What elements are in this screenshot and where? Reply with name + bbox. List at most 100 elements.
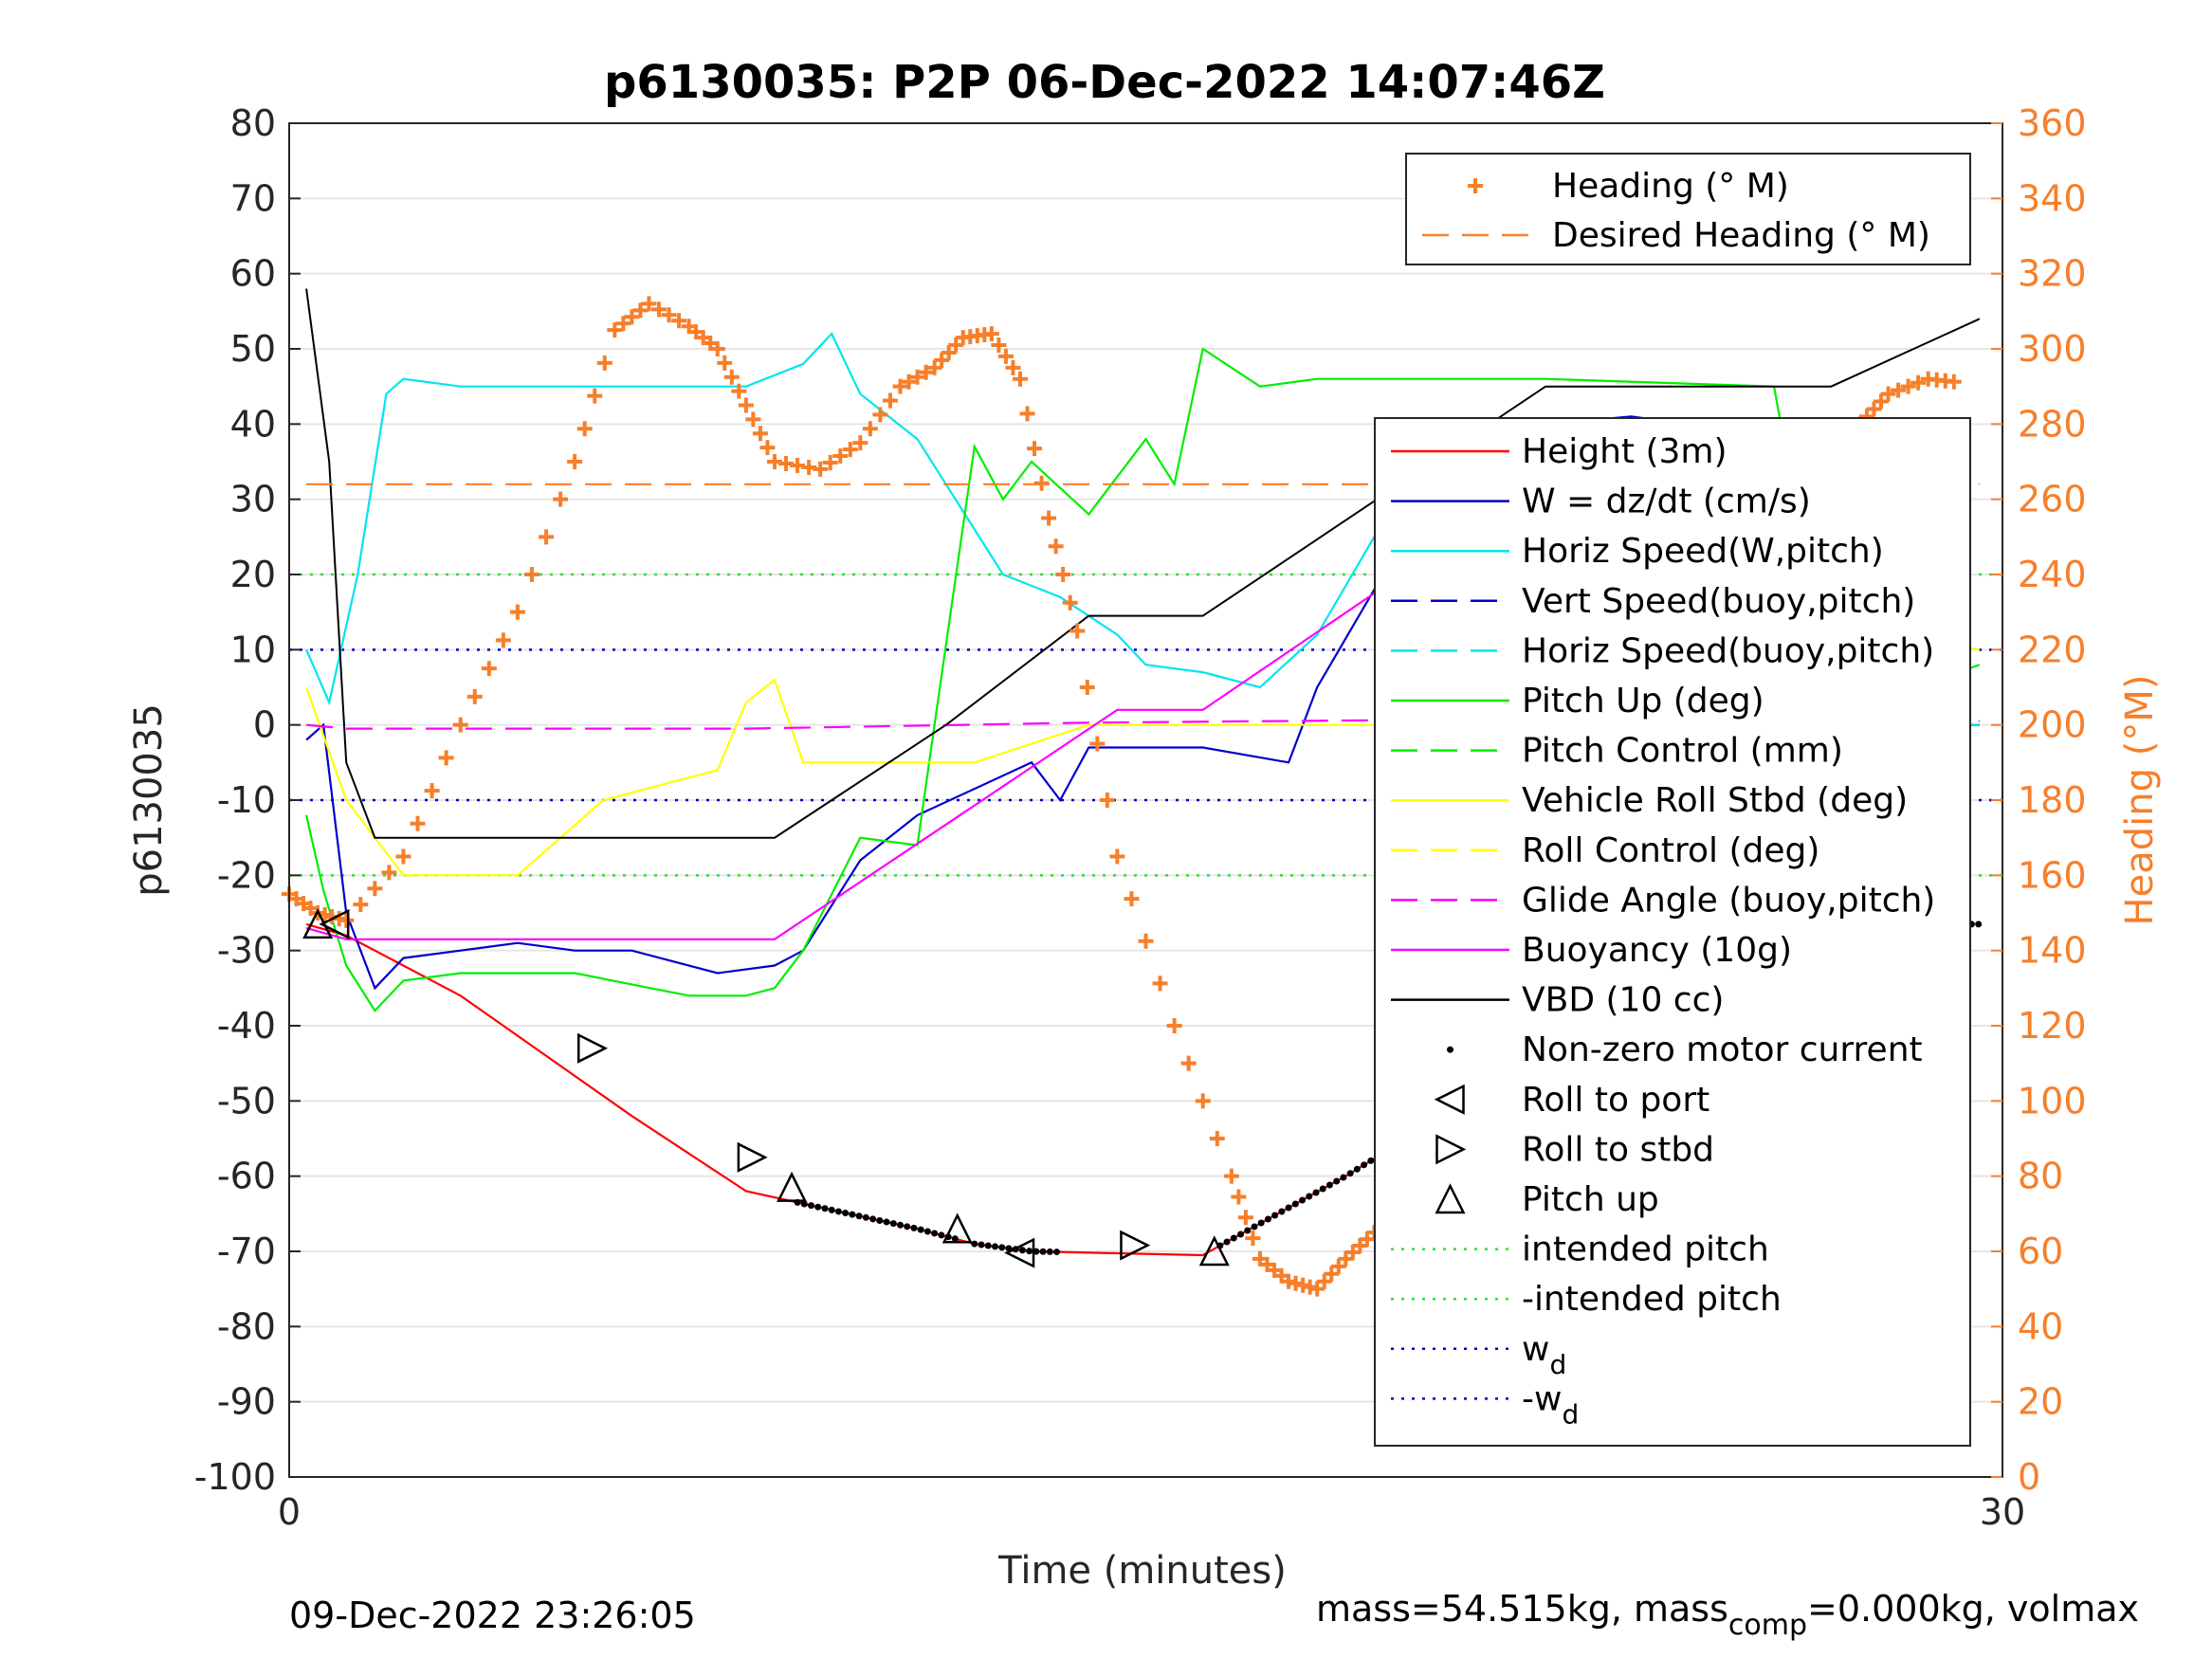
motor-current-dot — [1325, 1181, 1333, 1189]
heading-point — [1223, 1168, 1239, 1184]
motor-current-dot — [1367, 1157, 1375, 1164]
roll-to-stbd-marker — [1120, 1230, 1151, 1261]
heading-point — [553, 491, 569, 507]
y-tick-label: -50 — [217, 1080, 276, 1121]
motor-current-dot — [1312, 1189, 1320, 1196]
heading-point — [576, 421, 593, 437]
heading-point — [1048, 538, 1064, 555]
motor-current-dot — [828, 1206, 835, 1213]
heading-point — [1330, 1258, 1346, 1274]
motor-current-dot — [834, 1208, 842, 1215]
x-tick-label: 30 — [1980, 1491, 2025, 1533]
heading-point — [641, 296, 657, 312]
legend-label: Pitch up — [1522, 1180, 1659, 1219]
heading-point — [991, 337, 1007, 354]
legend-label-text: Glide Angle (buoy,pitch) — [1522, 881, 1935, 920]
heading-point — [1005, 359, 1021, 375]
motor-current-dot — [1346, 1170, 1354, 1177]
motor-current-dot — [1251, 1223, 1258, 1231]
heading-point — [651, 301, 667, 318]
y2-tick-label: 220 — [2018, 629, 2087, 670]
heading-point — [596, 355, 612, 371]
series-line-3 — [305, 347, 1981, 1012]
roll-to-port-marker — [319, 908, 350, 939]
heading-point — [587, 388, 603, 404]
heading-point — [1109, 848, 1125, 865]
y2-axis-ticks: 3603403203002802602402202001801601401201… — [1991, 102, 2087, 1498]
heading-point — [934, 352, 950, 368]
legend-main: Height (3m) W = dz/dt (cm/s) Horiz Speed(W… — [1374, 417, 1971, 1447]
heading-point — [381, 865, 397, 881]
heading-point — [1891, 382, 1907, 398]
heading-point — [1041, 510, 1057, 526]
heading-point — [1946, 374, 1962, 390]
footer-mass-a: mass=54.515kg, mass — [1316, 1588, 1728, 1630]
motor-current-dot — [1361, 1161, 1368, 1169]
motor-current-dot — [821, 1205, 829, 1212]
y2-tick-label: 180 — [2018, 779, 2087, 821]
legend-label: -intended pitch — [1522, 1280, 1782, 1319]
legend-label: Non-zero motor current — [1522, 1030, 1923, 1069]
heading-point — [1138, 933, 1154, 949]
legend-label: -wd — [1522, 1379, 1579, 1430]
heading-point — [745, 411, 761, 428]
heading-point — [624, 309, 640, 325]
motor-current-dot — [951, 1235, 959, 1243]
legend-label: Roll to port — [1522, 1081, 1709, 1120]
pitch-up-marker — [941, 1212, 973, 1244]
motor-current-dot — [889, 1220, 897, 1228]
legend-label: Glide Angle (buoy,pitch) — [1522, 881, 1935, 920]
y-tick-label: 40 — [230, 403, 276, 445]
y-tick-label: -70 — [217, 1231, 276, 1272]
legend-box — [1405, 153, 1971, 265]
x-tick-label: 0 — [278, 1491, 301, 1533]
heading-point — [353, 897, 369, 913]
legend-label-text: Height (3m) — [1522, 432, 1728, 471]
legend-label: Desired Heading (° M) — [1552, 216, 1930, 255]
legend-label: Vehicle Roll Stbd (deg) — [1522, 781, 1908, 820]
motor-current-dot — [1333, 1177, 1341, 1185]
pitch-up-marker — [1198, 1235, 1230, 1267]
motor-current-dot — [883, 1218, 890, 1226]
heading-point — [1089, 736, 1106, 752]
motor-current-dot — [862, 1213, 869, 1221]
y-tick-label: 10 — [230, 629, 276, 670]
heading-point — [495, 632, 511, 648]
y-tick-label: 30 — [230, 479, 276, 520]
legend-label: Height (3m) — [1522, 432, 1728, 471]
heading-point — [1237, 1210, 1253, 1226]
motor-current-dot — [923, 1228, 931, 1235]
legend-label-text: Pitch up — [1522, 1180, 1659, 1219]
y2-tick-label: 340 — [2018, 177, 2087, 219]
legend-swatch — [1468, 178, 1483, 193]
y-axis-label: p6130035 — [127, 703, 171, 897]
motor-current-dot — [1319, 1185, 1326, 1193]
heading-point — [607, 322, 623, 338]
y2-tick-label: 360 — [2018, 102, 2087, 144]
motor-current-dot — [998, 1244, 1006, 1251]
heading-point — [1069, 623, 1086, 639]
legend-label-text: Pitch Up (deg) — [1522, 682, 1764, 720]
heading-point — [709, 341, 725, 356]
heading-point — [438, 750, 454, 766]
legend-label-text: Roll to stbd — [1522, 1130, 1714, 1169]
heading-point — [1079, 680, 1095, 695]
motor-current-dot — [1271, 1212, 1279, 1219]
heading-point — [661, 307, 677, 323]
y2-tick-label: 40 — [2018, 1305, 2063, 1347]
legend-label: Pitch Up (deg) — [1522, 682, 1764, 720]
chart-title: p6130035: P2P 06-Dec-2022 14:07:46Z — [604, 56, 1605, 109]
y-tick-label: -90 — [217, 1381, 276, 1423]
legend-label: Buoyancy (10g) — [1522, 931, 1792, 970]
heading-point — [909, 369, 925, 385]
y-tick-label: 60 — [230, 253, 276, 295]
motor-current-dot — [1264, 1215, 1271, 1223]
x-axis-ticks: 0 30 — [278, 1466, 2025, 1533]
footer-timestamp: 09-Dec-2022 23:26:05 — [289, 1595, 696, 1636]
heading-point — [338, 912, 355, 928]
legend-label-text: Non-zero motor current — [1522, 1030, 1923, 1069]
footer-mass-sub: comp — [1728, 1609, 1807, 1642]
legend-label-text: Buoyancy (10g) — [1522, 931, 1792, 970]
heading-point — [671, 313, 687, 329]
